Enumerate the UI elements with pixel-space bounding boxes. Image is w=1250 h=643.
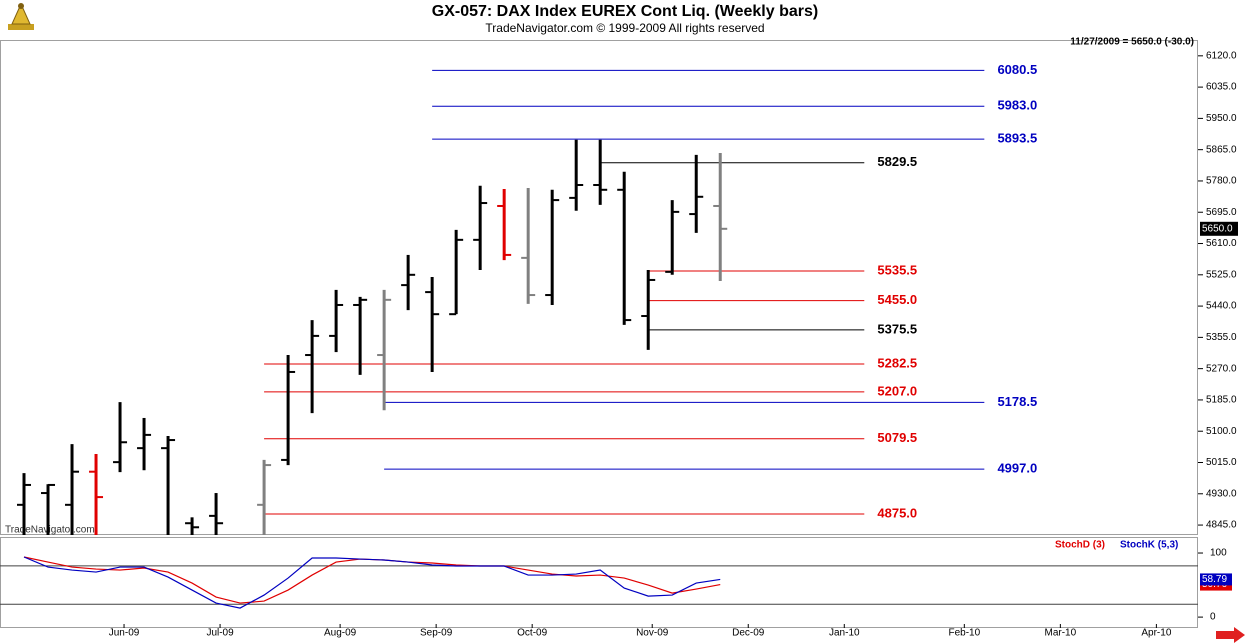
last-price-label: 5650.0 <box>1202 223 1233 234</box>
y-tick-label: 5695.0 <box>1206 207 1237 218</box>
level-label: 5282.5 <box>877 355 917 370</box>
level-label: 5893.5 <box>997 131 1037 146</box>
x-tick-label: Feb-10 <box>948 628 980 639</box>
x-tick-label: Mar-10 <box>1045 628 1077 639</box>
y-tick-label: 5865.0 <box>1206 144 1237 155</box>
price-plot <box>17 69 985 535</box>
end-label-box <box>1200 573 1232 586</box>
end-label: 58.79 <box>1202 574 1227 585</box>
x-tick-label: Sep-09 <box>420 628 453 639</box>
y-tick-label: 6035.0 <box>1206 82 1237 93</box>
level-label: 5375.5 <box>877 321 917 336</box>
level-label: 5829.5 <box>877 154 917 169</box>
y-tick-label: 5270.0 <box>1206 363 1237 374</box>
x-tick-label: Jul-09 <box>206 628 234 639</box>
y-tick-label: 5440.0 <box>1206 301 1237 312</box>
y-tick-label: 4845.0 <box>1206 520 1237 531</box>
y-tick-label: 100 <box>1210 548 1227 559</box>
y-tick-label: 5780.0 <box>1206 176 1237 187</box>
level-label: 5178.5 <box>997 394 1037 409</box>
status: 11/27/2009 = 5650.0 (-30.0) <box>1070 37 1194 48</box>
stoch-line <box>23 556 721 609</box>
x-tick-label: Oct-09 <box>517 628 547 639</box>
title: GX-057: DAX Index EUREX Cont Liq. (Weekl… <box>432 3 818 20</box>
y-tick-label: 5950.0 <box>1206 113 1237 124</box>
stoch-plot <box>0 556 1198 609</box>
y-tick-label: 5525.0 <box>1206 269 1237 280</box>
y-tick-label: 0 <box>1210 612 1216 623</box>
y-tick-label: 5610.0 <box>1206 238 1237 249</box>
x-tick-label: Dec-09 <box>732 628 765 639</box>
legend-label: StochK (5,3) <box>1120 540 1178 551</box>
level-label: 5455.0 <box>877 292 917 307</box>
y-tick-label: 5185.0 <box>1206 395 1237 406</box>
y-tick-label: 4930.0 <box>1206 488 1237 499</box>
subtitle: TradeNavigator.com © 1999-2009 All right… <box>485 21 764 35</box>
scroll-arrow[interactable] <box>1216 627 1245 643</box>
watermark: TradeNavigator.com <box>5 525 95 536</box>
level-label: 5535.5 <box>877 262 917 277</box>
stoch-panel <box>0 537 1198 628</box>
y-tick-label: 5355.0 <box>1206 332 1237 343</box>
level-label: 5207.0 <box>877 383 917 398</box>
logo <box>8 2 34 30</box>
y-tick-label: 5100.0 <box>1206 426 1237 437</box>
x-tick-label: Nov-09 <box>636 628 669 639</box>
level-label: 4997.0 <box>997 461 1037 476</box>
level-label: 5079.5 <box>877 430 917 445</box>
level-label: 5983.0 <box>997 98 1037 113</box>
legend-label: StochD (3) <box>1055 540 1105 551</box>
axes: 6120.0 6035.0 5950.0 5865.0 5780.0 5695.0 5610… <box>109 50 1238 639</box>
y-tick-label: 6120.0 <box>1206 50 1237 61</box>
x-tick-label: Jan-10 <box>829 628 860 639</box>
x-tick-label: Aug-09 <box>324 628 357 639</box>
last-price-box <box>1200 221 1238 236</box>
x-tick-label: Apr-10 <box>1141 628 1171 639</box>
price-panel <box>0 40 1198 535</box>
level-label: 6080.5 <box>997 62 1037 77</box>
x-tick-label: Jun-09 <box>109 628 140 639</box>
level-label: 4875.0 <box>877 505 917 520</box>
y-tick-label: 5015.0 <box>1206 457 1237 468</box>
